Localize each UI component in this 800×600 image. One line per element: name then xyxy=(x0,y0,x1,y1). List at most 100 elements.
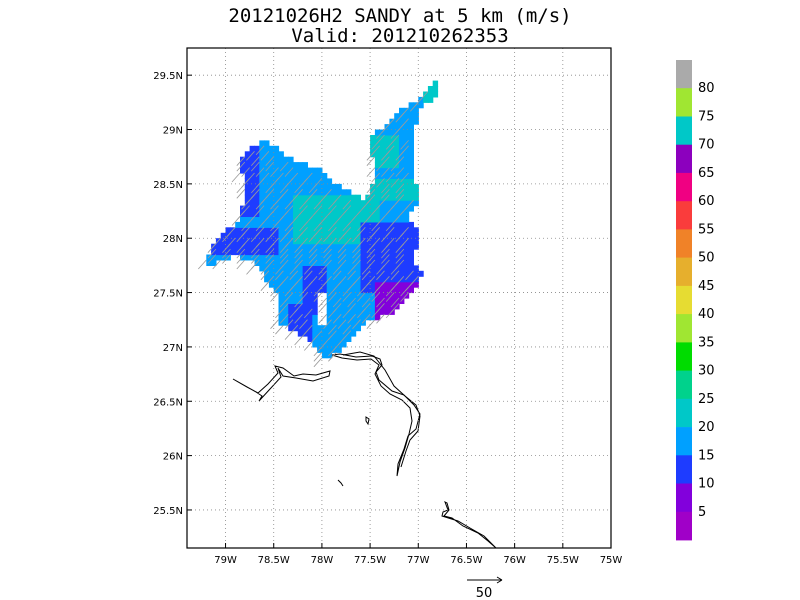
field-cell xyxy=(235,249,241,256)
field-cell xyxy=(268,254,275,261)
field-cell xyxy=(326,319,333,326)
wind-vector xyxy=(405,199,414,210)
wind-vector xyxy=(207,254,217,264)
field-cell xyxy=(379,227,386,234)
wind-vector xyxy=(284,319,294,329)
field-cell xyxy=(321,260,328,266)
colorbar-swatch xyxy=(676,144,692,174)
field-cell xyxy=(307,243,313,250)
colorbar-swatch xyxy=(676,285,692,315)
field-cell xyxy=(297,281,304,288)
wind-vector xyxy=(328,324,337,335)
field-cell xyxy=(370,298,376,304)
field-cell xyxy=(225,238,231,245)
field-cell xyxy=(321,216,328,223)
field-cell xyxy=(283,314,289,321)
field-cell xyxy=(288,270,294,277)
field-cell xyxy=(288,303,294,310)
field-cell xyxy=(254,243,260,250)
field-cell xyxy=(307,221,313,228)
reference-vector: 50 xyxy=(467,576,503,600)
field-cell xyxy=(283,292,289,299)
wind-vector xyxy=(376,178,385,188)
field-cell xyxy=(317,238,323,245)
y-tick-label: 28.5N xyxy=(153,180,183,191)
field-cell xyxy=(403,292,410,299)
field-cell xyxy=(283,221,289,228)
field-cell xyxy=(259,249,265,256)
field-cell xyxy=(408,129,414,136)
field-cell xyxy=(273,238,280,245)
field-cell xyxy=(302,167,308,174)
field-cell xyxy=(297,238,304,245)
field-cell xyxy=(283,216,289,223)
wind-vector xyxy=(361,270,371,281)
field-cell xyxy=(423,91,429,98)
field-cell xyxy=(374,189,381,196)
field-cell xyxy=(360,287,366,294)
field-cell xyxy=(374,156,381,163)
field-cell xyxy=(293,298,299,304)
field-cell xyxy=(283,178,289,185)
wind-vector xyxy=(361,297,371,308)
field-cell xyxy=(206,260,212,266)
field-cell xyxy=(350,270,357,277)
wind-vector xyxy=(212,259,221,270)
field-cell xyxy=(384,308,390,315)
field-cell xyxy=(312,276,318,283)
field-cell xyxy=(244,232,251,239)
field-cell xyxy=(321,243,328,250)
field-cell xyxy=(254,189,260,196)
field-cell xyxy=(370,205,376,212)
field-cell xyxy=(297,303,304,310)
field-cell xyxy=(365,221,371,228)
field-cell xyxy=(259,265,265,272)
field-cell xyxy=(403,200,410,207)
field-cell xyxy=(341,276,347,283)
wind-vector xyxy=(279,189,289,199)
field-cell xyxy=(321,270,328,277)
field-cell xyxy=(321,325,328,332)
wind-vector xyxy=(332,314,342,324)
field-cell xyxy=(254,200,260,207)
field-cell xyxy=(326,216,333,223)
field-cell xyxy=(365,287,371,294)
wind-vector xyxy=(376,270,385,281)
field-cell xyxy=(288,249,294,256)
field-cell xyxy=(293,211,299,217)
small-cay-coastline xyxy=(365,416,370,426)
field-cell xyxy=(370,221,376,228)
field-cell xyxy=(379,276,386,283)
field-cell xyxy=(365,211,371,217)
field-cell xyxy=(211,249,217,256)
field-cell xyxy=(403,124,410,131)
field-cell xyxy=(273,205,280,212)
field-cell xyxy=(264,178,270,185)
field-cell xyxy=(307,276,313,283)
field-cell xyxy=(264,249,270,256)
field-cell xyxy=(297,162,304,169)
field-cell xyxy=(312,238,318,245)
field-cell xyxy=(360,303,366,310)
field-cell xyxy=(384,303,390,310)
wind-vector xyxy=(313,178,323,188)
field-cell xyxy=(360,319,366,326)
field-cell xyxy=(370,151,376,158)
field-cell xyxy=(244,227,251,234)
wind-vector xyxy=(299,205,308,215)
field-cell xyxy=(365,303,371,310)
field-cell xyxy=(326,341,333,348)
field-cell xyxy=(259,140,265,147)
field-cell xyxy=(249,145,255,152)
field-cell xyxy=(418,96,424,103)
field-cell xyxy=(288,325,294,332)
wind-vector xyxy=(255,227,265,237)
field-cell xyxy=(259,183,265,190)
field-cell xyxy=(379,183,386,190)
field-cell xyxy=(389,249,395,256)
field-cell xyxy=(379,303,386,310)
field-cell xyxy=(259,151,265,158)
field-cell xyxy=(302,189,308,196)
field-cell xyxy=(379,308,386,315)
field-cell xyxy=(273,211,280,217)
